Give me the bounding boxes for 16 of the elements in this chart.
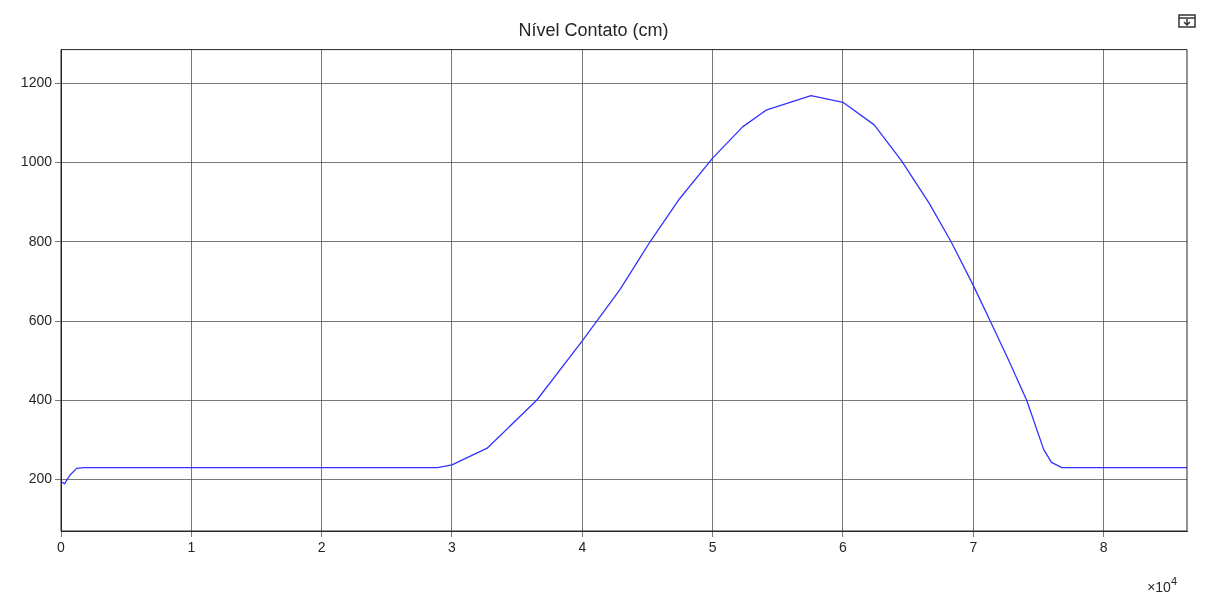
y-tick-label: 1200 xyxy=(20,74,53,91)
x-tick-label: 6 xyxy=(839,539,848,556)
x-tick-label: 7 xyxy=(969,539,978,556)
y-tick-label: 400 xyxy=(28,391,53,408)
y-tick-label: 800 xyxy=(28,232,53,249)
x-tick-label: 4 xyxy=(578,539,587,556)
x-tick-label: 2 xyxy=(317,539,326,556)
x-tick-label: 8 xyxy=(1099,539,1108,556)
chart-title: Nível Contato (cm) xyxy=(518,19,669,40)
y-tick-label: 200 xyxy=(28,470,53,487)
x-tick-label: 1 xyxy=(187,539,196,556)
y-tick-label: 1000 xyxy=(20,153,53,170)
x-tick-label: 3 xyxy=(448,539,457,556)
x-tick-label: 0 xyxy=(57,539,66,556)
x-tick-label: 5 xyxy=(708,539,717,556)
y-tick-label: 600 xyxy=(28,311,53,328)
